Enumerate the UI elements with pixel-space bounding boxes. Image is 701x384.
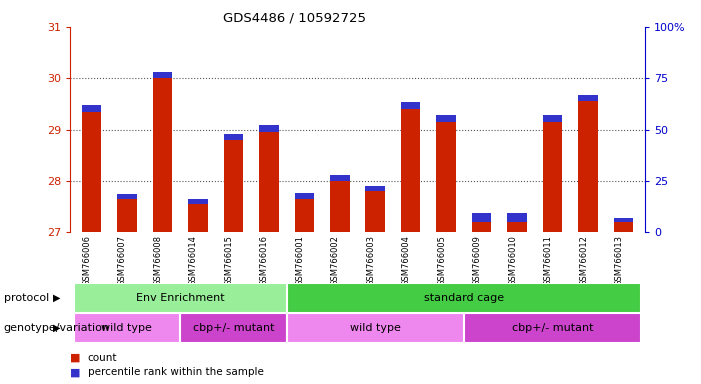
Text: standard cage: standard cage [424, 293, 504, 303]
Text: count: count [88, 353, 117, 363]
Bar [401, 103, 421, 109]
Text: GSM766011: GSM766011 [544, 235, 552, 286]
Bar [330, 181, 350, 232]
Bar [74, 283, 287, 313]
Text: GSM766013: GSM766013 [615, 235, 624, 286]
Text: GDS4486 / 10592725: GDS4486 / 10592725 [223, 12, 366, 25]
Text: GSM766009: GSM766009 [472, 235, 482, 286]
Bar [472, 213, 491, 222]
Bar [287, 283, 641, 313]
Text: GSM766016: GSM766016 [260, 235, 268, 286]
Bar [153, 71, 172, 78]
Text: GSM766006: GSM766006 [83, 235, 91, 286]
Text: GSM766012: GSM766012 [579, 235, 588, 286]
Text: GSM766001: GSM766001 [295, 235, 304, 286]
Text: wild type: wild type [102, 323, 152, 333]
Bar [508, 214, 527, 222]
Bar [259, 125, 278, 132]
Text: ■: ■ [70, 353, 81, 363]
Text: GSM766003: GSM766003 [366, 235, 375, 286]
Text: cbp+/- mutant: cbp+/- mutant [193, 323, 274, 333]
Bar [543, 122, 562, 232]
Bar [464, 313, 641, 343]
Bar [543, 115, 562, 122]
Text: protocol: protocol [4, 293, 49, 303]
Text: GSM766004: GSM766004 [402, 235, 411, 286]
Text: wild type: wild type [350, 323, 401, 333]
Text: cbp+/- mutant: cbp+/- mutant [512, 323, 594, 333]
Text: percentile rank within the sample: percentile rank within the sample [88, 367, 264, 377]
Bar [365, 191, 385, 232]
Bar [294, 199, 314, 232]
Text: ■: ■ [70, 367, 81, 377]
Bar [224, 134, 243, 140]
Bar [365, 185, 385, 191]
Bar [188, 204, 207, 232]
Bar [81, 112, 101, 232]
Bar [437, 115, 456, 122]
Text: GSM766010: GSM766010 [508, 235, 517, 286]
Text: GSM766002: GSM766002 [331, 235, 340, 286]
Bar [294, 193, 314, 199]
Bar [614, 222, 634, 232]
Bar [188, 199, 207, 204]
Text: ▶: ▶ [53, 293, 60, 303]
Text: GSM766008: GSM766008 [154, 235, 163, 286]
Text: Env Enrichment: Env Enrichment [136, 293, 224, 303]
Bar [287, 313, 464, 343]
Bar [437, 122, 456, 232]
Bar [578, 95, 598, 101]
Bar [81, 106, 101, 112]
Bar [74, 313, 180, 343]
Bar [153, 78, 172, 232]
Bar [401, 109, 421, 232]
Bar [508, 222, 527, 232]
Bar [224, 140, 243, 232]
Bar [117, 199, 137, 232]
Bar [614, 218, 634, 222]
Bar [472, 222, 491, 232]
Text: GSM766007: GSM766007 [118, 235, 127, 286]
Text: ▶: ▶ [53, 323, 60, 333]
Bar [117, 194, 137, 199]
Text: GSM766005: GSM766005 [437, 235, 447, 286]
Bar [180, 313, 287, 343]
Text: genotype/variation: genotype/variation [4, 323, 109, 333]
Bar [259, 132, 278, 232]
Bar [578, 101, 598, 232]
Bar [330, 175, 350, 181]
Text: GSM766015: GSM766015 [224, 235, 233, 286]
Text: GSM766014: GSM766014 [189, 235, 198, 286]
